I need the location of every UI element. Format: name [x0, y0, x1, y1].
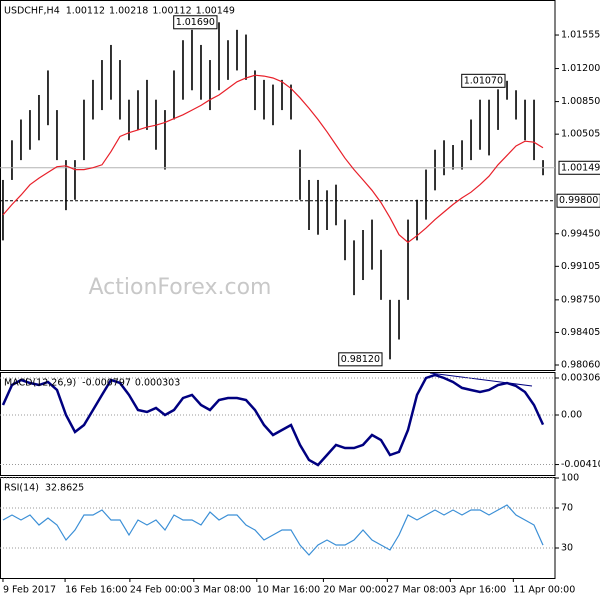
x-tick-label: 11 Apr 00:00 [513, 585, 575, 596]
label-box [556, 193, 600, 208]
y-tick-label: 0.003063 [561, 373, 600, 384]
level-label: 0.99800 [559, 195, 598, 206]
label-box [461, 73, 506, 88]
x-tick-label: 27 Mar 08:00 [387, 585, 450, 596]
panel-title: RSI(14) [4, 483, 39, 494]
y-tick-label: 100 [561, 473, 579, 484]
y-tick-label: 1.00505 [561, 129, 600, 140]
label-box [173, 15, 218, 30]
series-line [2, 74, 544, 244]
y-tick-label: 30 [561, 543, 573, 554]
divergence-line [429, 372, 533, 387]
y-tick-label: 1.00850 [561, 96, 600, 107]
series-line [2, 504, 544, 556]
header-value: -0.000797 [82, 378, 131, 389]
x-tick-label: 3 Mar 08:00 [194, 585, 251, 596]
last-price-label: 1.00149 [561, 162, 600, 173]
header-value: 1.00112 [66, 6, 105, 17]
y-tick-label: 0.98750 [561, 294, 600, 305]
series-line [1, 373, 545, 467]
header-value: 32.8625 [45, 483, 84, 494]
header-value: 0.000303 [135, 378, 180, 389]
header-value: 1.00218 [109, 6, 148, 17]
y-tick-label: 1.01200 [561, 63, 600, 74]
x-tick-label: 20 Mar 00:00 [323, 585, 386, 596]
panel-frame [0, 372, 556, 476]
x-tick-label: 24 Feb 00:00 [130, 585, 192, 596]
y-tick-label: 0.98405 [561, 327, 600, 338]
header-value: 1.00149 [196, 6, 235, 17]
y-tick-label: 0.99450 [561, 228, 600, 239]
x-tick-label: 10 Mar 16:00 [257, 585, 320, 596]
panel-title: MACD(12,26,9) [4, 378, 76, 389]
x-tick-label: 16 Feb 16:00 [65, 585, 127, 596]
label-box [338, 352, 383, 367]
x-tick-label: 9 Feb 2017 [3, 585, 56, 596]
panel-frame [0, 0, 556, 371]
y-tick-label: 0.98060 [561, 359, 600, 370]
y-tick-label: 70 [561, 503, 573, 514]
header-value: 1.00112 [152, 6, 191, 17]
high-annotation: 1.01070 [464, 75, 503, 86]
panel-title: USDCHF,H4 [4, 6, 60, 17]
panel-frame [0, 477, 556, 579]
watermark: ActionForex.com [89, 275, 272, 300]
y-tick-label: 1.01555 [561, 30, 600, 41]
y-tick-label: 0.99105 [561, 261, 600, 272]
high-annotation: 1.01690 [176, 17, 215, 28]
low-annotation: 0.98120 [341, 354, 380, 365]
y-tick-label: -0.004104 [561, 459, 600, 470]
y-tick-label: 0.00 [561, 409, 582, 420]
x-tick-label: 3 Apr 16:00 [450, 585, 506, 596]
label-box [558, 160, 600, 175]
